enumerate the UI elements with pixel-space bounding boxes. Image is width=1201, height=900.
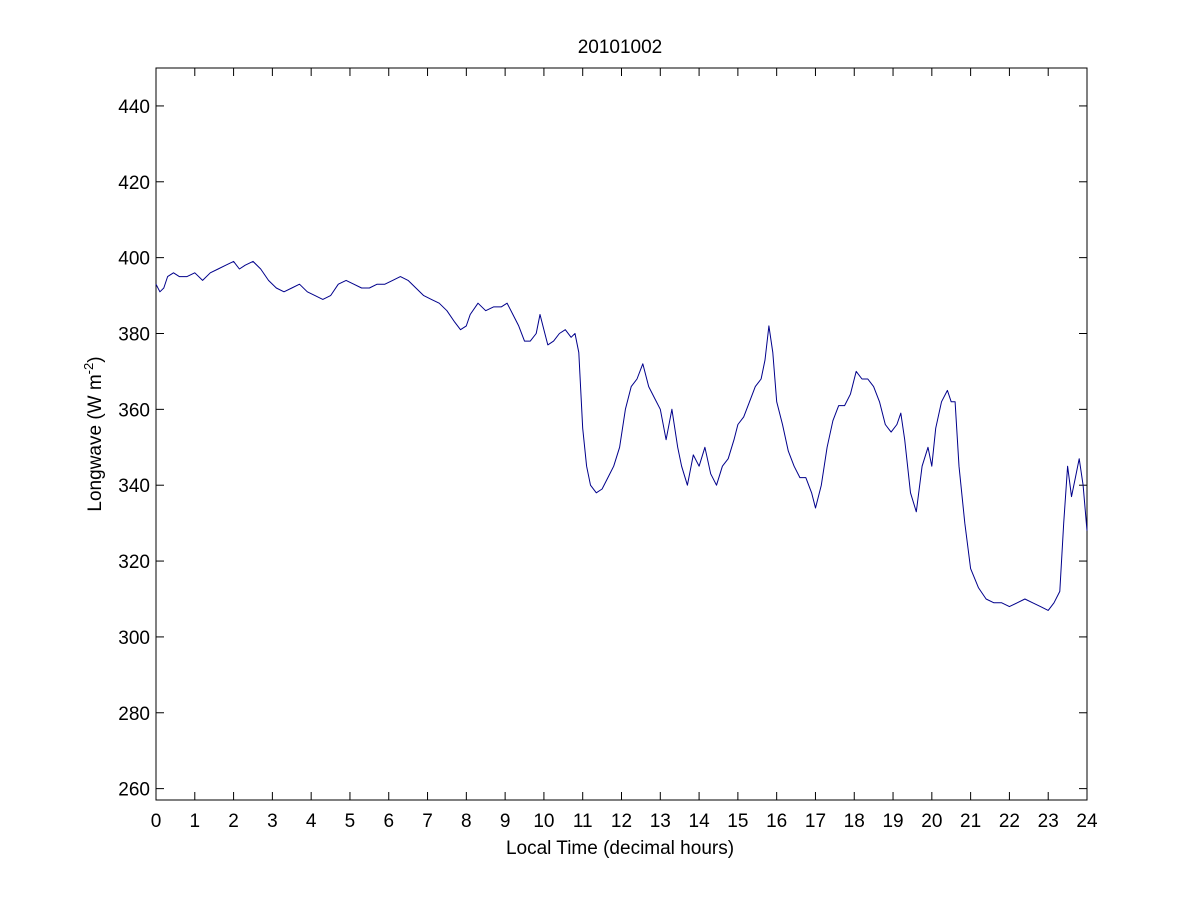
x-tick-label: 15 [727,811,748,832]
y-axis-label-prefix: Longwave (W m [85,374,106,511]
x-tick-label: 7 [422,811,433,832]
y-tick-label: 420 [118,173,150,194]
ticks: 0 1 2 3 4 5 6 7 8 9 10 11 12 13 14 15 16 17 18 19 20 21 22 23 24… [118,68,1098,832]
y-tick-label: 360 [118,400,150,421]
y-tick-label: 320 [118,552,150,573]
y-tick-label: 300 [118,628,150,649]
chart-title: 20101002 [578,37,663,58]
x-axis-label: Local Time (decimal hours) [506,838,734,859]
series-group [155,260,1088,611]
x-tick-label: 3 [267,811,278,832]
y-tick-label: 280 [118,704,150,725]
x-tick-label: 20 [921,811,942,832]
x-tick-label: 9 [500,811,511,832]
y-tick-label: 340 [118,476,150,497]
longwave-series-line [155,260,1088,611]
x-tick-label: 22 [999,811,1020,832]
y-tick-label: 440 [118,97,150,118]
x-tick-label: 5 [345,811,356,832]
x-tick-label: 23 [1038,811,1059,832]
x-tick-label: 14 [689,811,711,832]
y-tick-label: 260 [118,780,150,801]
x-tick-label: 24 [1076,811,1098,832]
y-tick-label: 380 [118,324,150,345]
x-tick-label: 18 [844,811,865,832]
x-tick-label: 21 [960,811,981,832]
x-tick-label: 4 [306,811,317,832]
y-tick-label: 400 [118,249,150,270]
y-axis-label: Longwave (W m-2) [81,356,106,511]
x-tick-label: 13 [650,811,671,832]
x-tick-label: 17 [805,811,826,832]
x-tick-label: 6 [383,811,394,832]
x-tick-label: 1 [190,811,201,832]
x-tick-label: 2 [228,811,239,832]
x-tick-label: 8 [461,811,472,832]
x-tick-label: 11 [573,811,593,832]
x-tick-label: 12 [611,811,632,832]
x-tick-label: 0 [151,811,162,832]
x-tick-label: 16 [766,811,787,832]
x-tick-label: 10 [533,811,554,832]
y-axis-label-superscript: -2 [81,363,96,375]
x-tick-label: 19 [882,811,903,832]
y-axis-label-suffix: ) [85,356,106,362]
